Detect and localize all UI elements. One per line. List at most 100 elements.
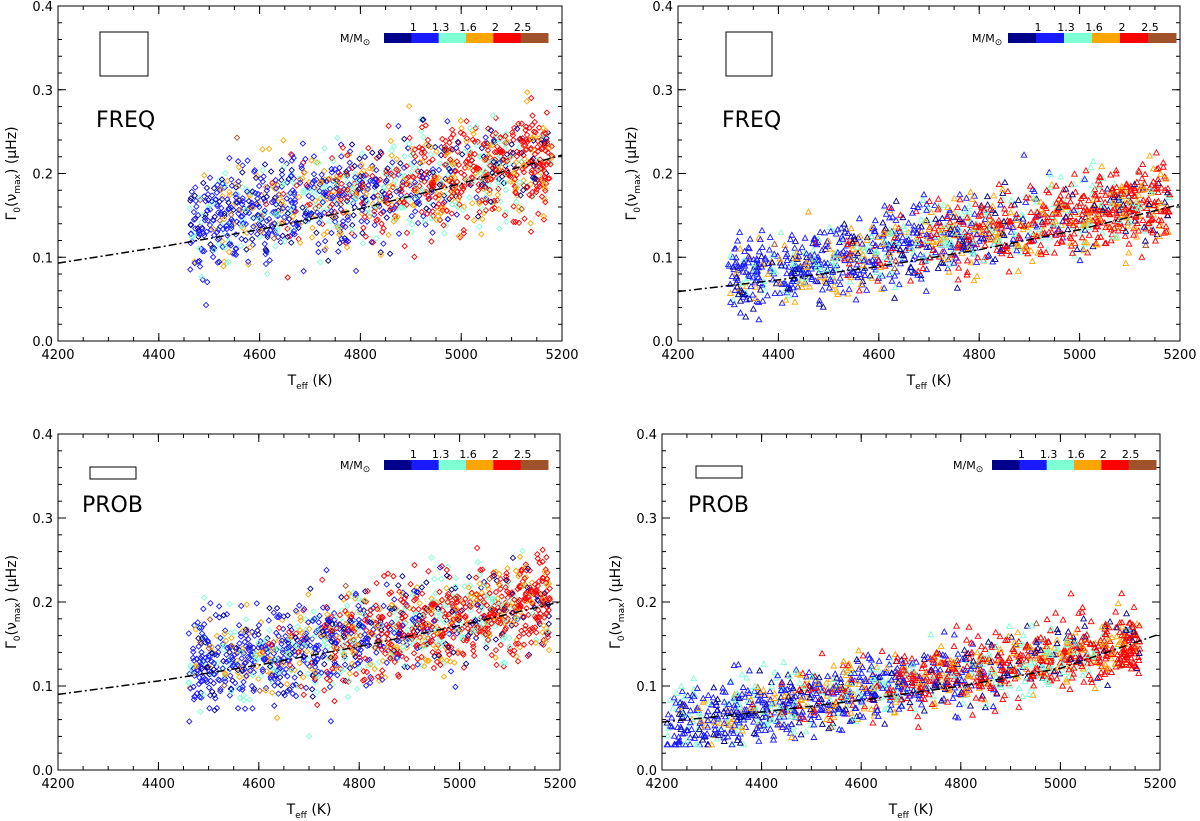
data-point [522, 622, 529, 629]
data-point [424, 607, 431, 614]
data-point [231, 651, 238, 659]
data-point [753, 267, 761, 275]
data-point [934, 205, 942, 213]
data-point [434, 208, 441, 215]
data-point [914, 223, 923, 230]
data-point [448, 126, 456, 134]
data-point [307, 585, 314, 592]
data-point [489, 112, 497, 119]
data-point [853, 243, 861, 250]
data-point [369, 239, 377, 246]
data-point [333, 184, 340, 192]
data-point [517, 192, 524, 199]
data-point [324, 635, 332, 642]
data-point [1141, 179, 1149, 187]
data-point [509, 129, 516, 136]
data-point [211, 691, 218, 699]
data-point [245, 261, 252, 268]
data-point [992, 233, 1000, 240]
data-point [316, 181, 324, 188]
data-point [788, 260, 796, 267]
data-point [452, 574, 460, 582]
data-point [478, 231, 485, 238]
data-point [840, 220, 848, 227]
data-point [538, 145, 546, 153]
data-point [284, 651, 292, 658]
data-point [1073, 202, 1081, 210]
data-point [408, 168, 415, 175]
data-point [1076, 229, 1084, 237]
data-point [484, 125, 492, 132]
data-point [213, 228, 221, 236]
data-point [440, 145, 448, 152]
data-point [813, 277, 822, 285]
data-point [231, 628, 239, 636]
data-point [439, 182, 446, 189]
data-point [534, 148, 542, 155]
data-point [441, 146, 448, 154]
data-point [1061, 198, 1069, 206]
data-point [899, 233, 907, 241]
data-point [395, 629, 403, 637]
data-point [541, 142, 549, 149]
data-point [1037, 198, 1045, 205]
data-point [198, 694, 205, 701]
data-point [800, 260, 808, 268]
data-point [908, 238, 916, 246]
data-point [1153, 181, 1161, 188]
data-point [916, 250, 925, 258]
data-point [888, 268, 896, 275]
data-point [1027, 208, 1035, 215]
data-point [340, 651, 348, 658]
data-point [961, 228, 969, 235]
data-point [210, 231, 218, 239]
data-point [782, 280, 790, 287]
data-point [485, 152, 493, 159]
data-point [386, 626, 394, 633]
data-point [310, 153, 318, 160]
data-point [1042, 248, 1050, 256]
data-point [1151, 237, 1160, 244]
data-point [203, 228, 210, 236]
data-point [291, 651, 299, 659]
data-point [280, 163, 288, 170]
data-point [205, 684, 213, 691]
data-point [253, 600, 261, 607]
data-point [970, 276, 978, 284]
data-point [476, 198, 483, 205]
data-point [1111, 180, 1119, 188]
data-point [311, 633, 318, 640]
data-point [190, 208, 198, 216]
data-point [929, 246, 937, 254]
data-point [968, 219, 976, 227]
data-point [940, 228, 948, 236]
data-point [543, 134, 550, 142]
data-point [943, 212, 951, 219]
data-point [366, 213, 373, 220]
data-point [373, 217, 380, 224]
data-point [1101, 210, 1110, 217]
data-point [235, 210, 242, 217]
data-point [545, 646, 553, 654]
data-point [378, 626, 385, 634]
data-point [401, 594, 409, 602]
data-point [758, 263, 766, 270]
data-point [344, 602, 351, 610]
data-point [439, 204, 446, 211]
data-point [880, 284, 888, 291]
data-point [262, 201, 270, 208]
data-point [315, 203, 323, 210]
data-point [239, 224, 247, 232]
data-point [944, 203, 952, 210]
data-point [388, 619, 395, 626]
data-point [395, 122, 402, 130]
data-point [541, 568, 548, 576]
data-point [351, 177, 358, 184]
colorbar-segment [1148, 33, 1177, 43]
data-point [391, 658, 398, 666]
data-point [245, 209, 253, 217]
data-point [1112, 234, 1120, 241]
data-point [391, 596, 398, 603]
data-point [253, 200, 260, 207]
data-point [517, 582, 524, 590]
